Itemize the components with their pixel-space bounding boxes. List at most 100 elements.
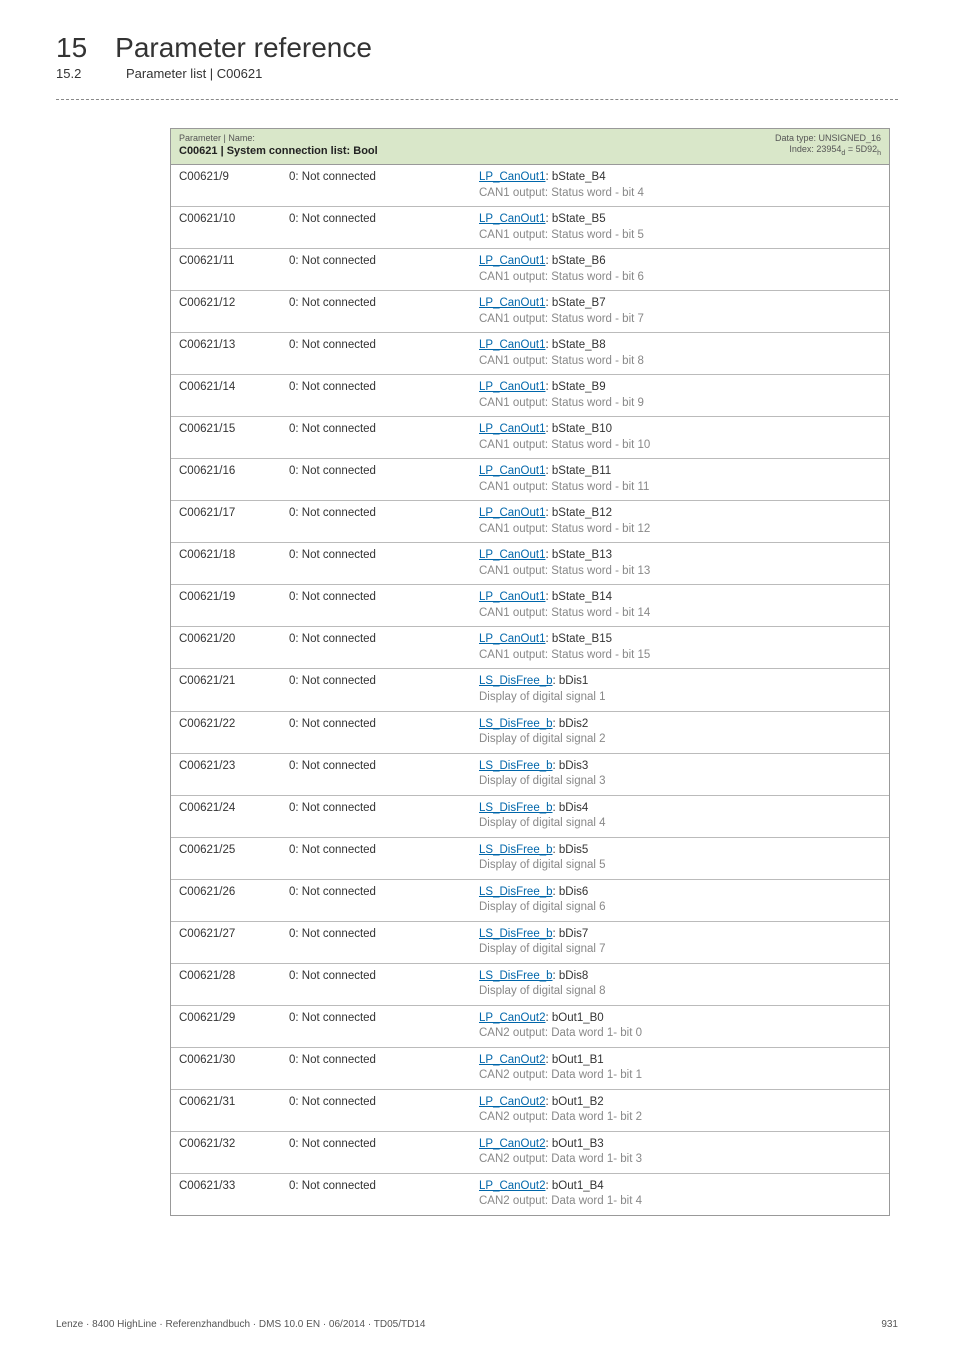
param-description: LS_DisFree_b: bDis2Display of digital si… [471,711,889,753]
param-link-suffix: : bDis7 [553,928,589,940]
table-row: C00621/160: Not connectedLP_CanOut1: bSt… [171,459,889,501]
param-link[interactable]: LP_CanOut2 [479,1096,546,1108]
param-code: C00621/19 [171,585,281,627]
param-link-suffix: : bState_B15 [546,633,613,645]
param-link[interactable]: LS_DisFree_b [479,970,553,982]
param-link-suffix: : bOut1_B4 [546,1180,604,1192]
param-code: C00621/31 [171,1089,281,1131]
param-link[interactable]: LS_DisFree_b [479,844,553,856]
param-subtext: CAN1 output: Status word - bit 14 [479,607,650,619]
param-link[interactable]: LP_CanOut1 [479,507,546,519]
param-code: C00621/28 [171,963,281,1005]
param-description: LS_DisFree_b: bDis4Display of digital si… [471,795,889,837]
param-code: C00621/32 [171,1131,281,1173]
param-code: C00621/26 [171,879,281,921]
param-link-suffix: : bOut1_B0 [546,1012,604,1024]
param-link[interactable]: LP_CanOut1 [479,339,546,351]
param-link[interactable]: LP_CanOut1 [479,255,546,267]
param-link-suffix: : bDis2 [553,718,589,730]
param-link[interactable]: LS_DisFree_b [479,760,553,772]
param-description: LS_DisFree_b: bDis7 Display of digital si… [471,921,889,963]
param-value: 0: Not connected [281,1047,471,1089]
param-value: 0: Not connected [281,1131,471,1173]
param-subtext: CAN1 output: Status word - bit 4 [479,187,644,199]
param-code: C00621/29 [171,1005,281,1047]
param-link[interactable]: LP_CanOut1 [479,465,546,477]
param-subtext: Display of digital signal 8 [479,985,606,997]
param-link[interactable]: LP_CanOut1 [479,297,546,309]
param-link[interactable]: LS_DisFree_b [479,718,553,730]
param-subtext: Display of digital signal 5 [479,859,606,871]
table-row: C00621/180: Not connectedLP_CanOut1: bSt… [171,543,889,585]
param-value: 0: Not connected [281,207,471,249]
param-subtext: CAN1 output: Status word - bit 5 [479,229,644,241]
param-code: C00621/10 [171,207,281,249]
param-subtext: CAN1 output: Status word - bit 8 [479,355,644,367]
param-link[interactable]: LS_DisFree_b [479,802,553,814]
table-row: C00621/250: Not connectedLS_DisFree_b: b… [171,837,889,879]
table-row: C00621/280: Not connectedLS_DisFree_b: b… [171,963,889,1005]
param-subtext: CAN2 output: Data word 1- bit 1 [479,1069,642,1081]
param-code: C00621/25 [171,837,281,879]
param-subtext: CAN2 output: Data word 1- bit 4 [479,1195,642,1207]
param-name-value: C00621 | System connection list: Bool [179,144,759,158]
param-link-suffix: : bDis4 [553,802,589,814]
param-value: 0: Not connected [281,795,471,837]
param-link[interactable]: LP_CanOut1 [479,171,546,183]
param-subtext: Display of digital signal 6 [479,901,606,913]
footer-left: Lenze · 8400 HighLine · Referenzhandbuch… [56,1319,425,1330]
param-link[interactable]: LP_CanOut2 [479,1138,546,1150]
chapter-number: 15 [56,32,87,64]
param-description: LS_DisFree_b: bDis1Display of digital si… [471,669,889,711]
table-row: C00621/170: Not connectedLP_CanOut1: bSt… [171,501,889,543]
param-link[interactable]: LS_DisFree_b [479,675,553,687]
param-link[interactable]: LP_CanOut1 [479,633,546,645]
param-code: C00621/15 [171,417,281,459]
param-value: 0: Not connected [281,291,471,333]
param-link[interactable]: LS_DisFree_b [479,886,553,898]
param-link[interactable]: LP_CanOut1 [479,423,546,435]
table-row: C00621/230: Not connectedLS_DisFree_b: b… [171,753,889,795]
param-link-suffix: : bState_B13 [546,549,613,561]
param-link-suffix: : bOut1_B3 [546,1138,604,1150]
table-row: C00621/190: Not connectedLP_CanOut1: bSt… [171,585,889,627]
param-link[interactable]: LP_CanOut1 [479,591,546,603]
param-code: C00621/27 [171,921,281,963]
param-description: LP_CanOut2: bOut1_B3 CAN2 output: Data wo… [471,1131,889,1173]
param-code: C00621/16 [171,459,281,501]
param-link[interactable]: LP_CanOut2 [479,1054,546,1066]
parameter-header-right: Data type: UNSIGNED_16 Index: 23954d = 5… [767,129,889,164]
param-value: 0: Not connected [281,627,471,669]
param-link[interactable]: LS_DisFree_b [479,928,553,940]
table-row: C00621/150: Not connectedLP_CanOut1: bSt… [171,417,889,459]
param-name-label: Parameter | Name: [179,133,759,144]
param-subtext: CAN1 output: Status word - bit 11 [479,481,649,493]
param-code: C00621/14 [171,375,281,417]
param-link[interactable]: LP_CanOut1 [479,549,546,561]
table-row: C00621/120: Not connectedLP_CanOut1: bSt… [171,291,889,333]
param-link-suffix: : bState_B9 [546,381,606,393]
param-value: 0: Not connected [281,417,471,459]
param-value: 0: Not connected [281,963,471,1005]
parameter-header-left: Parameter | Name: C00621 | System connec… [171,129,767,164]
param-subtext: Display of digital signal 7 [479,943,606,955]
param-link[interactable]: LP_CanOut1 [479,213,546,225]
param-value: 0: Not connected [281,459,471,501]
param-description: LP_CanOut1: bState_B15CAN1 output: Statu… [471,627,889,669]
param-link[interactable]: LP_CanOut1 [479,381,546,393]
param-link-suffix: : bState_B12 [546,507,613,519]
param-subtext: CAN2 output: Data word 1- bit 3 [479,1153,642,1165]
param-link[interactable]: LP_CanOut2 [479,1012,546,1024]
param-code: C00621/20 [171,627,281,669]
table-row: C00621/260: Not connectedLS_DisFree_b: b… [171,879,889,921]
param-value: 0: Not connected [281,1089,471,1131]
param-description: LP_CanOut1: bState_B9CAN1 output: Status… [471,375,889,417]
table-row: C00621/310: Not connectedLP_CanOut2: bOu… [171,1089,889,1131]
parameter-table: C00621/90: Not connectedLP_CanOut1: bSta… [171,165,889,1215]
param-description: LP_CanOut1: bState_B12CAN1 output: Statu… [471,501,889,543]
param-description: LP_CanOut2: bOut1_B0CAN2 output: Data wo… [471,1005,889,1047]
param-code: C00621/22 [171,711,281,753]
param-link[interactable]: LP_CanOut2 [479,1180,546,1192]
param-value: 0: Not connected [281,753,471,795]
section-title: Parameter list | C00621 [126,66,262,81]
